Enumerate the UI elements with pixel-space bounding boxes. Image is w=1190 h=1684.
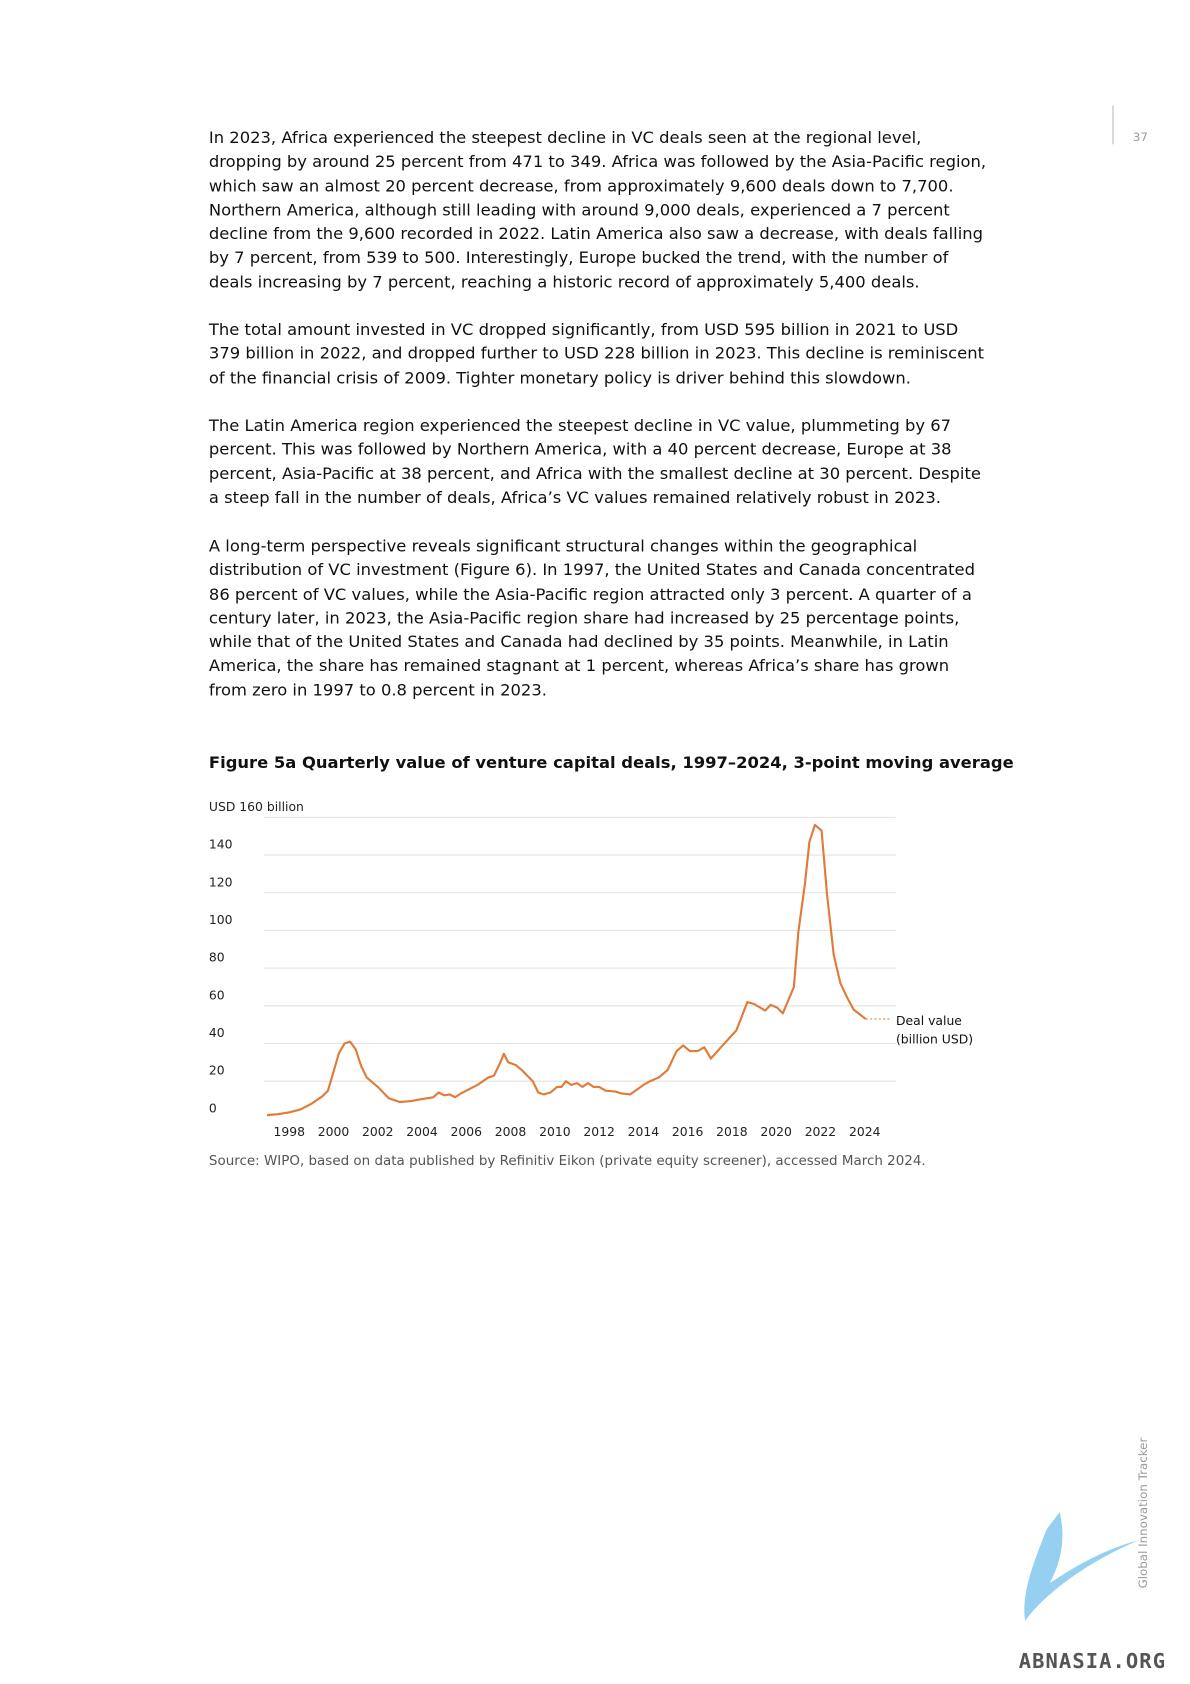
x-tick-label: 2014: [628, 1125, 660, 1139]
sidebar-label: Global Innovation Tracker: [1136, 1437, 1151, 1589]
paragraph: In 2023, Africa experienced the steepest…: [208, 128, 987, 292]
x-tick-label: 2018: [716, 1125, 748, 1139]
x-tick-label: 2008: [495, 1125, 527, 1139]
y-tick-label: 40: [209, 1026, 225, 1040]
paragraph: A long-term perspective reveals signific…: [208, 536, 975, 700]
source-note: Source: WIPO, based on data published by…: [208, 1152, 926, 1169]
page-number: 37: [1132, 130, 1148, 145]
x-tick-label: 2022: [805, 1125, 837, 1139]
paragraph: The Latin America region experienced the…: [208, 415, 981, 508]
y-tick-label: USD 160 billion: [209, 800, 304, 814]
x-tick-label: 2020: [760, 1125, 792, 1139]
x-tick-label: 2004: [406, 1125, 438, 1139]
y-tick-label: 0: [209, 1101, 217, 1115]
legend-label: Deal value (billion USD): [895, 1013, 974, 1047]
x-tick-label: 2010: [539, 1125, 571, 1139]
watermark-logo: [1024, 1511, 1140, 1621]
x-tick-label: 2002: [362, 1125, 393, 1139]
page-rule: [1112, 105, 1114, 145]
data-line: [266, 823, 867, 1117]
y-tick-label: 140: [209, 838, 233, 852]
watermark: ABNASIA.ORG: [1018, 1649, 1167, 1674]
x-tick-label: 1998: [273, 1125, 305, 1139]
paragraph: The total amount invested in VC dropped …: [208, 319, 984, 388]
x-tick-label: 2024: [849, 1125, 881, 1139]
y-tick-label: 100: [209, 913, 233, 927]
x-tick-label: 2000: [318, 1125, 350, 1139]
y-tick-label: 80: [209, 951, 225, 965]
x-tick-label: 2006: [451, 1125, 483, 1139]
x-tick-label: 2016: [672, 1125, 704, 1139]
y-tick-label: 60: [209, 988, 225, 1002]
x-tick-label: 2012: [583, 1125, 614, 1139]
y-tick-label: 20: [209, 1064, 225, 1078]
figure-title: Figure 5a Quarterly value of venture cap…: [208, 752, 1014, 773]
y-tick-label: 120: [209, 875, 233, 889]
